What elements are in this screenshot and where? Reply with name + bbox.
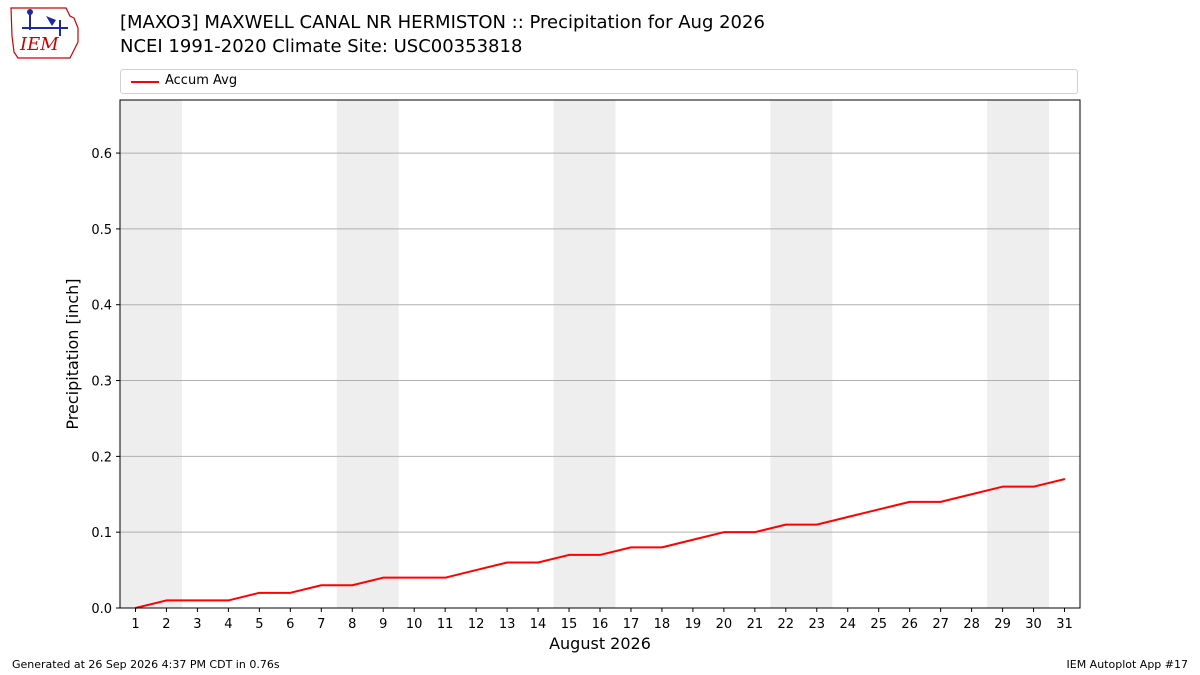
weekend-shade-4	[987, 100, 1050, 608]
data-point	[970, 493, 973, 496]
weekend-shade-1	[336, 100, 399, 608]
data-point	[413, 576, 415, 579]
y-tick-label: 0.6	[91, 147, 112, 162]
series-layer	[134, 478, 1066, 609]
x-tick-label: 26	[901, 617, 918, 632]
data-point	[537, 561, 539, 564]
data-point	[599, 554, 601, 556]
data-point	[723, 531, 725, 533]
x-tick-label: 30	[1025, 617, 1042, 632]
data-point	[939, 501, 942, 503]
x-tick-label: 7	[317, 617, 325, 632]
data-point	[1032, 485, 1035, 488]
data-point	[815, 523, 818, 526]
y-axis-label: Precipitation [inch]	[63, 278, 82, 429]
data-point	[877, 508, 880, 511]
legend: Accum Avg	[120, 69, 1078, 94]
data-point	[754, 531, 756, 533]
x-tick-label: 4	[224, 617, 232, 632]
data-point	[196, 599, 199, 602]
x-tick-label: 20	[716, 617, 733, 632]
data-point	[351, 584, 354, 587]
data-point	[630, 546, 632, 549]
x-axis-ticks: 1 2 3 4 5 6 7 8 9 10 11 12 13 14 15 16 17 18 19 20 21 22 23 24 2…	[131, 608, 1073, 632]
x-tick-label: 15	[561, 617, 578, 632]
x-tick-label: 6	[286, 617, 294, 632]
x-tick-label: 19	[685, 617, 702, 632]
data-point	[475, 569, 477, 571]
data-point	[165, 599, 168, 602]
y-tick-label: 0.4	[91, 299, 112, 314]
x-tick-label: 18	[654, 617, 671, 632]
x-tick-label: 14	[530, 617, 547, 632]
data-point	[846, 516, 849, 518]
logo-text: IEM	[19, 34, 59, 55]
x-tick-label: 28	[963, 617, 980, 632]
weekend-shading	[120, 100, 1050, 608]
data-point	[227, 599, 230, 602]
data-point	[1001, 485, 1004, 488]
data-point	[661, 546, 663, 549]
x-tick-label: 10	[406, 617, 423, 632]
generated-timestamp: Generated at 26 Sep 2026 4:37 PM CDT in …	[12, 658, 280, 671]
y-tick-label: 0.5	[91, 223, 112, 238]
weekend-shade-0	[120, 100, 182, 608]
x-tick-label: 27	[932, 617, 949, 632]
x-tick-label: 9	[379, 617, 387, 632]
app-label: IEM Autoplot App #17	[1066, 658, 1189, 671]
data-point	[258, 592, 261, 594]
x-tick-label: 11	[437, 617, 454, 632]
data-point	[568, 554, 570, 556]
chart-title: [MAXO3] MAXWELL CANAL NR HERMISTON :: Pr…	[120, 12, 765, 33]
y-axis-ticks: 0.0 0.1 0.2 0.3 0.4 0.5 0.6	[91, 147, 120, 617]
data-point	[444, 576, 446, 579]
weekend-shade-2	[553, 100, 616, 608]
x-tick-label: 31	[1056, 617, 1073, 632]
data-point	[289, 592, 292, 594]
y-tick-label: 0.3	[91, 375, 112, 390]
data-point	[506, 561, 508, 564]
y-tick-label: 0.0	[91, 602, 112, 617]
data-point	[320, 584, 323, 587]
x-tick-label: 12	[468, 617, 485, 632]
x-tick-label: 25	[870, 617, 887, 632]
x-tick-label: 3	[193, 617, 201, 632]
chart-subtitle: NCEI 1991-2020 Climate Site: USC00353818	[120, 36, 523, 57]
x-tick-label: 16	[592, 617, 609, 632]
x-tick-label: 8	[348, 617, 356, 632]
legend-label-accum-avg: Accum Avg	[165, 73, 238, 88]
data-point	[785, 523, 787, 526]
data-point	[908, 501, 911, 503]
y-tick-label: 0.1	[91, 526, 112, 541]
data-point	[692, 538, 694, 541]
x-axis-label: August 2026	[549, 634, 651, 653]
x-tick-label: 17	[623, 617, 640, 632]
data-point	[1063, 478, 1066, 480]
x-tick-label: 21	[747, 617, 764, 632]
x-tick-label: 23	[809, 617, 826, 632]
x-tick-label: 29	[994, 617, 1011, 632]
legend-swatch-accum-avg	[131, 81, 159, 83]
x-tick-label: 2	[162, 617, 170, 632]
x-tick-label: 22	[778, 617, 795, 632]
x-tick-label: 5	[255, 617, 263, 632]
x-tick-label: 1	[131, 617, 139, 632]
x-tick-label: 24	[839, 617, 856, 632]
y-tick-label: 0.2	[91, 450, 112, 465]
iem-logo: IEM	[10, 7, 79, 59]
data-point	[382, 576, 385, 579]
x-tick-label: 13	[499, 617, 516, 632]
